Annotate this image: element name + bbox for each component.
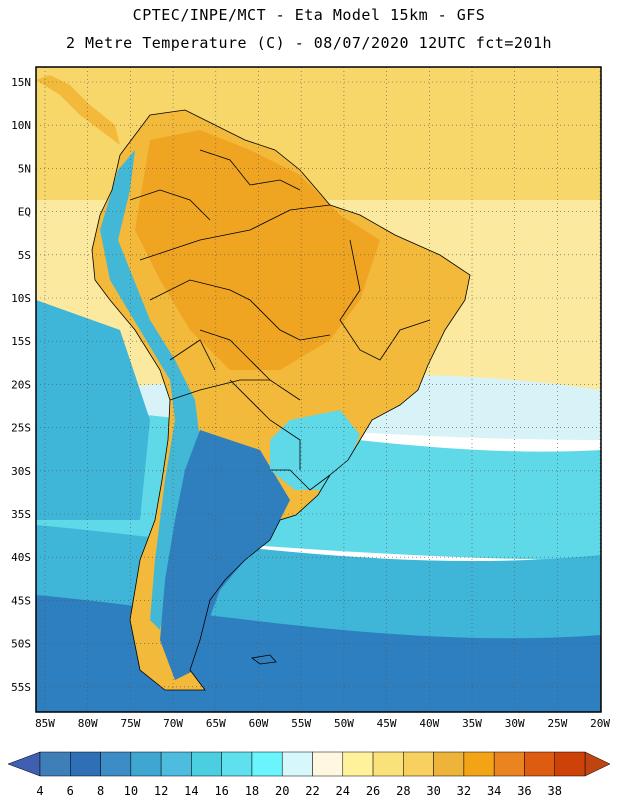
colorbar-cell xyxy=(312,751,344,777)
latitude-label: 45S xyxy=(11,594,31,607)
latitude-label: 20S xyxy=(11,378,31,391)
colorbar-label: 28 xyxy=(396,784,410,798)
longitude-axis: 85W 80W 75W 70W 65W 60W 55W 50W 45W 40W 35W 30W 25W 2… xyxy=(35,717,610,730)
longitude-label: 20W xyxy=(590,717,610,730)
colorbar-cell xyxy=(130,751,162,777)
colorbar-cell xyxy=(524,751,555,777)
colorbar-label: 26 xyxy=(366,784,380,798)
colorbar-label: 16 xyxy=(214,784,228,798)
longitude-label: 80W xyxy=(78,717,98,730)
longitude-label: 35W xyxy=(462,717,482,730)
colorbar-label: 30 xyxy=(426,784,440,798)
longitude-label: 30W xyxy=(505,717,525,730)
latitude-axis: 15N 10N 5N EQ 5S 10S 15S 20S 25S 30S 35S 40S 45S 50S 5… xyxy=(11,76,31,694)
latitude-label: 25S xyxy=(11,422,31,435)
central-america xyxy=(36,75,120,145)
colorbar-cell xyxy=(70,751,101,777)
latitude-label: 50S xyxy=(11,638,31,651)
colorbar-label: 36 xyxy=(517,784,531,798)
latitude-label: 15N xyxy=(11,76,31,89)
colorbar-cell xyxy=(372,751,404,777)
falkland-islands xyxy=(251,654,277,665)
latitude-label: 15S xyxy=(11,335,31,348)
colorbar-cell xyxy=(433,751,465,777)
colorbar-label: 38 xyxy=(547,784,561,798)
map-field xyxy=(36,67,601,712)
colorbar-cell xyxy=(100,751,132,777)
longitude-label: 85W xyxy=(35,717,55,730)
latitude-label: 35S xyxy=(11,508,31,521)
colorbar-cell xyxy=(493,751,525,777)
colorbar-cells xyxy=(39,751,586,777)
longitude-label: 55W xyxy=(291,717,311,730)
latitude-label: 10N xyxy=(11,119,31,132)
ocean-pacific-cool xyxy=(36,300,150,520)
colorbar-cell xyxy=(554,751,586,777)
colorbar-cell xyxy=(281,751,313,777)
latitude-label: 10S xyxy=(11,292,31,305)
colorbar-label: 4 xyxy=(36,784,43,798)
latitude-label: 5S xyxy=(18,249,31,262)
colorbar-label: 34 xyxy=(487,784,501,798)
colorbar-cell xyxy=(221,751,253,777)
colorbar-left-arrow xyxy=(7,751,41,777)
colorbar-label: 12 xyxy=(154,784,168,798)
longitude-label: 50W xyxy=(334,717,354,730)
longitude-label: 40W xyxy=(419,717,439,730)
country-borders xyxy=(91,109,471,691)
colorbar-label: 8 xyxy=(97,784,104,798)
longitude-label: 25W xyxy=(547,717,567,730)
colorbar-right-arrow xyxy=(584,751,611,777)
longitude-label: 70W xyxy=(163,717,183,730)
colorbar-label: 6 xyxy=(67,784,74,798)
patagonia-cold xyxy=(160,430,290,680)
colorbar: 4 6 8 10 12 14 16 18 20 22 24 26 28 30 32 34 36 38 xyxy=(7,751,611,798)
colorbar-label: 14 xyxy=(184,784,198,798)
colorbar-labels: 4 6 8 10 12 14 16 18 20 22 24 26 28 30 32 34 36 38 xyxy=(36,784,562,798)
colorbar-cell xyxy=(39,751,71,777)
colorbar-cell xyxy=(251,751,283,777)
land-hot-interior xyxy=(135,130,380,370)
latitude-label: EQ xyxy=(18,206,31,219)
map-subtitle: 2 Metre Temperature (C) - 08/07/2020 12U… xyxy=(65,34,553,52)
andes-cool-strip xyxy=(100,150,200,630)
longitude-label: 75W xyxy=(120,717,140,730)
colorbar-cell xyxy=(342,751,374,777)
map-frame xyxy=(35,66,602,713)
longitude-label: 65W xyxy=(206,717,226,730)
colorbar-cell xyxy=(191,751,222,777)
longitude-label: 45W xyxy=(377,717,397,730)
latitude-label: 5N xyxy=(18,162,31,175)
colorbar-label: 32 xyxy=(457,784,471,798)
colorbar-label: 10 xyxy=(124,784,138,798)
colorbar-label: 22 xyxy=(305,784,319,798)
colorbar-cell xyxy=(403,751,434,777)
colorbar-cell xyxy=(160,751,192,777)
colorbar-label: 24 xyxy=(336,784,350,798)
colorbar-cell xyxy=(463,751,495,777)
longitude-label: 60W xyxy=(249,717,269,730)
latitude-label: 30S xyxy=(11,465,31,478)
southern-brazil-cool xyxy=(270,410,360,490)
map-title: CPTEC/INPE/MCT - Eta Model 15km - GFS xyxy=(132,6,486,24)
colorbar-label: 18 xyxy=(245,784,259,798)
colorbar-label: 20 xyxy=(275,784,289,798)
latitude-label: 40S xyxy=(11,551,31,564)
latitude-label: 55S xyxy=(11,681,31,694)
